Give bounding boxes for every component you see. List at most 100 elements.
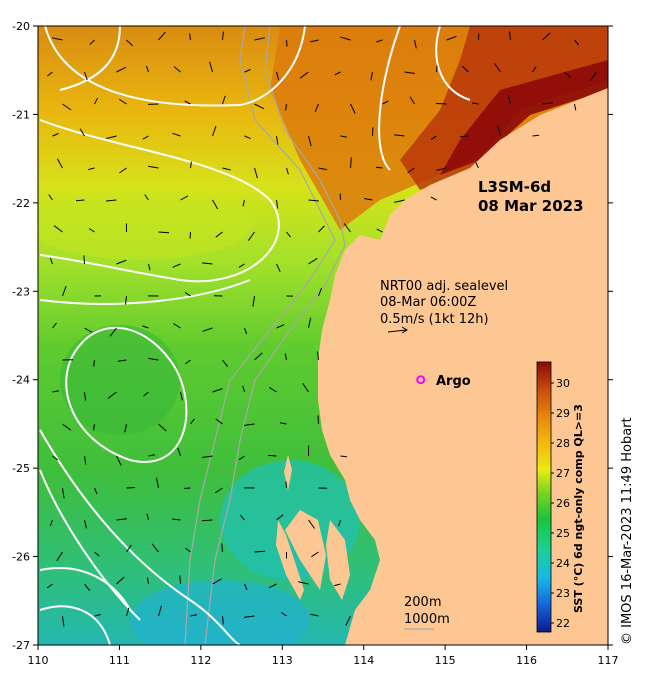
current-vector <box>589 71 597 81</box>
current-vector <box>340 36 351 41</box>
current-vector <box>52 455 59 461</box>
current-vector <box>126 607 130 617</box>
current-vector <box>252 295 255 307</box>
current-vector <box>172 263 181 268</box>
current-vector <box>310 39 319 43</box>
current-vector <box>308 317 312 329</box>
current-vector <box>172 518 181 521</box>
lon-tick-label: 115 <box>435 654 456 667</box>
current-vector <box>268 583 277 589</box>
current-vector <box>394 134 405 137</box>
colorbar-tick-label: 29 <box>556 407 570 420</box>
current-vector <box>375 166 383 169</box>
current-vector <box>118 359 127 362</box>
current-vector <box>574 103 577 111</box>
current-vector <box>212 388 223 393</box>
current-vector <box>158 605 162 617</box>
lon-tick-label: 117 <box>598 654 619 667</box>
current-vector <box>151 543 159 553</box>
land-peninsula-1 <box>285 510 326 590</box>
current-vector <box>62 103 72 111</box>
current-vector <box>215 418 223 425</box>
current-vector <box>276 199 279 209</box>
current-vector <box>285 103 287 111</box>
current-vector <box>308 519 316 529</box>
current-vector <box>75 199 85 202</box>
current-vector <box>116 576 125 585</box>
credit-text: © IMOS 16-Mar-2023 11:49 Hobart <box>620 417 635 645</box>
lat-tick-label: -25 <box>12 462 30 475</box>
current-vector <box>286 39 288 47</box>
current-vector <box>564 71 572 79</box>
current-vector <box>244 423 255 426</box>
colorbar-ticks: 22 23 24 25 26 27 28 29 30 <box>551 377 570 630</box>
current-vector <box>222 167 231 171</box>
current-vector <box>189 231 191 239</box>
current-vector <box>364 198 373 201</box>
current-vector <box>532 66 537 73</box>
current-vector <box>222 359 229 368</box>
current-vector <box>189 33 191 41</box>
current-vector <box>404 71 415 74</box>
current-vector <box>298 581 309 585</box>
current-vector <box>308 135 312 147</box>
current-vector <box>370 71 373 81</box>
current-vector <box>244 135 251 140</box>
current-vector <box>56 551 63 562</box>
latitude-axis: -20 -21 -22 -23 -24 -25 -26 -27 <box>12 20 613 652</box>
current-vector <box>202 262 213 265</box>
lat-tick-label: -24 <box>12 374 30 387</box>
current-vector <box>280 422 287 425</box>
land-mass <box>318 88 608 645</box>
current-vector <box>276 263 281 272</box>
current-vector <box>414 39 417 49</box>
current-vector <box>190 614 198 617</box>
lat-tick-label: -27 <box>12 639 30 652</box>
current-vector <box>119 98 127 105</box>
sealevel-product-label: NRT00 adj. sealevel <box>380 279 508 294</box>
vector-scale-arrow <box>387 329 407 333</box>
current-vector <box>62 423 72 431</box>
argo-float-marker[interactable] <box>416 375 426 385</box>
current-vector <box>212 199 219 210</box>
vector-scale-label: 0.5m/s (1kt 12h) <box>380 312 489 327</box>
current-vector <box>542 102 553 105</box>
current-vector <box>340 135 347 138</box>
current-vector <box>509 31 511 41</box>
current-vector <box>247 231 255 241</box>
current-vector <box>430 196 437 201</box>
current-vector <box>285 481 287 489</box>
lat-tick-label: -22 <box>12 197 30 210</box>
current-vector <box>56 158 63 169</box>
current-vector <box>88 228 95 233</box>
current-vector <box>158 31 166 41</box>
current-vector <box>148 454 155 457</box>
current-vector <box>52 133 59 137</box>
current-vector <box>201 519 213 522</box>
current-vector <box>302 383 309 393</box>
current-vector <box>79 128 85 137</box>
current-vector <box>276 71 280 81</box>
current-vector <box>84 391 86 401</box>
current-vector <box>532 134 540 137</box>
current-vector <box>459 135 469 138</box>
current-vector <box>269 386 277 393</box>
current-vector <box>94 551 100 557</box>
current-vector <box>158 231 170 234</box>
current-vector <box>222 95 226 105</box>
current-vector <box>276 135 279 145</box>
current-vector <box>314 103 319 112</box>
current-vector <box>180 391 183 401</box>
current-vector <box>334 583 341 587</box>
current-vector <box>84 519 87 529</box>
current-vector <box>126 487 136 489</box>
current-vector <box>317 351 319 361</box>
current-vector <box>116 259 127 265</box>
current-vector <box>244 69 251 73</box>
current-vector <box>155 477 159 489</box>
current-vector <box>202 327 213 332</box>
product-date: 08 Mar 2023 <box>478 197 584 215</box>
current-vector <box>318 167 327 171</box>
current-vector <box>350 157 352 169</box>
